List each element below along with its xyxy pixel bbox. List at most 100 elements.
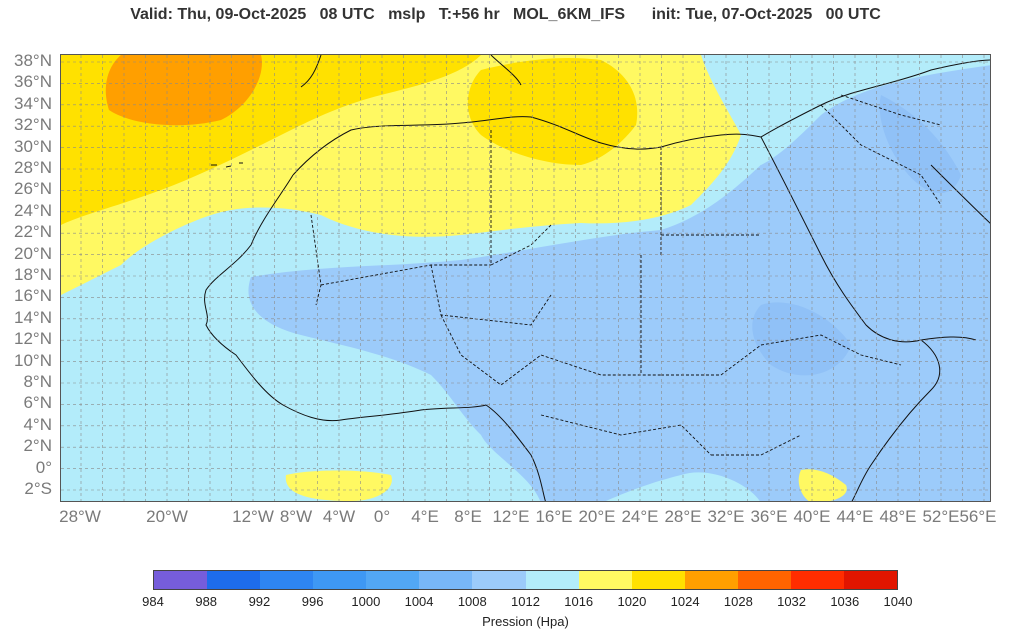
colorbar-segment (366, 571, 420, 589)
border-ethiopia (760, 334, 902, 366)
latitude-label: 24°N (14, 200, 52, 220)
arabia-coastline (760, 59, 990, 138)
longitude-label: 4°E (411, 507, 439, 526)
pressure-colorbar (153, 570, 898, 590)
border-drc (540, 414, 712, 456)
latitude-label: 34°N (14, 93, 52, 113)
latitude-label: 32°N (14, 115, 52, 135)
longitude-label: 56°E (959, 507, 997, 526)
colorbar-tick-label: 1012 (511, 594, 540, 609)
longitude-label: 36°E (750, 507, 788, 526)
graticule (61, 55, 990, 501)
colorbar-segment (525, 571, 579, 589)
colorbar-segment (844, 571, 898, 589)
longitude-label: 8°E (454, 507, 482, 526)
pressure-1008-ethiopia (752, 302, 851, 376)
colorbar-tick-label: 1036 (830, 594, 860, 609)
longitude-label: 16°E (535, 507, 573, 526)
colorbar-segment (684, 571, 738, 589)
colorbar-segment (207, 571, 261, 589)
pressure-1020-central (467, 58, 638, 165)
colorbar-segment (419, 571, 473, 589)
africa-coastline (204, 174, 546, 501)
north-africa-coastline (292, 116, 762, 176)
colorbar-tick-label: 1008 (457, 594, 487, 609)
pressure-1012-levant (701, 55, 990, 165)
longitude-label: 28°E (664, 507, 702, 526)
latitude-label: 36°N (14, 72, 52, 92)
colorbar-tick-label: 996 (301, 594, 324, 609)
latitude-label: 16°N (14, 286, 52, 306)
latitude-label: 2°N (23, 436, 52, 456)
longitude-label: 52°E (922, 507, 960, 526)
longitude-label: 24°E (621, 507, 659, 526)
latitude-label: 4°N (23, 414, 52, 434)
longitude-label: 20°W (146, 507, 188, 526)
colorbar-tick-label: 1020 (617, 594, 647, 609)
colorbar-tick-label: 1040 (883, 594, 913, 609)
longitude-label: 0° (373, 507, 391, 526)
colorbar-segment (154, 571, 208, 589)
colorbar-segment (260, 571, 314, 589)
colorbar-segment (472, 571, 526, 589)
longitude-label: 40°E (793, 507, 831, 526)
colorbar-segment (313, 571, 367, 589)
latitude-label: 12°N (14, 329, 52, 349)
pressure-1008-east-streak (879, 95, 961, 194)
colorbar-segment (631, 571, 685, 589)
gulf-coastline (930, 164, 990, 224)
colorbar-segment (790, 571, 845, 589)
colorbar-tick-label: 1024 (670, 594, 700, 609)
border-kenya (711, 434, 802, 456)
coastline-layer (204, 55, 990, 501)
pressure-map-canvas (61, 55, 990, 501)
longitude-label: 8°W (279, 507, 313, 526)
colorbar-segment (737, 571, 791, 589)
colorbar-tick-label: 1016 (564, 594, 594, 609)
latitude-label: 0° (35, 457, 52, 477)
longitude-label: 44°E (836, 507, 874, 526)
pressure-map (60, 54, 991, 502)
colorbar-title: Pression (Hpa) (482, 614, 569, 629)
red-sea-coastline (760, 136, 977, 343)
italy-coastline (490, 55, 522, 86)
colorbar-tick-label: 1000 (351, 594, 381, 609)
colorbar-tick-label: 1004 (404, 594, 434, 609)
longitude-label: 12°E (492, 507, 530, 526)
border-iraq (840, 94, 942, 126)
latitude-label: 20°N (14, 243, 52, 263)
colorbar-tick-label: 992 (248, 594, 271, 609)
latitude-label: 26°N (14, 179, 52, 199)
latitude-label: 2°S (24, 479, 52, 498)
latitude-label: 28°N (14, 158, 52, 177)
latitude-label: 18°N (14, 265, 52, 284)
iberia-coastline (300, 55, 322, 88)
horn-coastline (851, 339, 941, 501)
chart-title: Valid: Thu, 09-Oct-2025 08 UTC mslp T:+5… (130, 6, 881, 23)
longitude-label: 32°E (707, 507, 745, 526)
latitude-label: 30°N (14, 136, 52, 156)
longitude-label: 28°W (59, 507, 101, 526)
canaries (211, 162, 243, 168)
latitude-label: 38°N (14, 51, 52, 70)
latitude-label: 14°N (14, 307, 52, 327)
border-ssd (661, 344, 762, 376)
latitude-label: 10°N (14, 350, 52, 370)
colorbar-tick-label: 988 (195, 594, 218, 609)
latitude-label: 8°N (23, 372, 52, 391)
latitude-label: 22°N (14, 222, 52, 242)
longitude-label: 20°E (578, 507, 616, 526)
pressure-1016-east (798, 469, 847, 501)
border-nigeria (440, 314, 542, 386)
longitude-label: 4°W (322, 507, 356, 526)
pressure-1016-gulf (285, 470, 392, 501)
border-niger (430, 264, 552, 326)
longitude-label: 12°W (232, 507, 274, 526)
pressure-1024-high (105, 55, 262, 126)
pressure-1008-field (248, 55, 990, 501)
colorbar-segment (578, 571, 632, 589)
colorbar-tick-label: 1028 (723, 594, 753, 609)
latitude-label: 6°N (23, 393, 52, 413)
colorbar-tick-label: 984 (142, 594, 164, 609)
colorbar-tick-label: 1032 (777, 594, 807, 609)
